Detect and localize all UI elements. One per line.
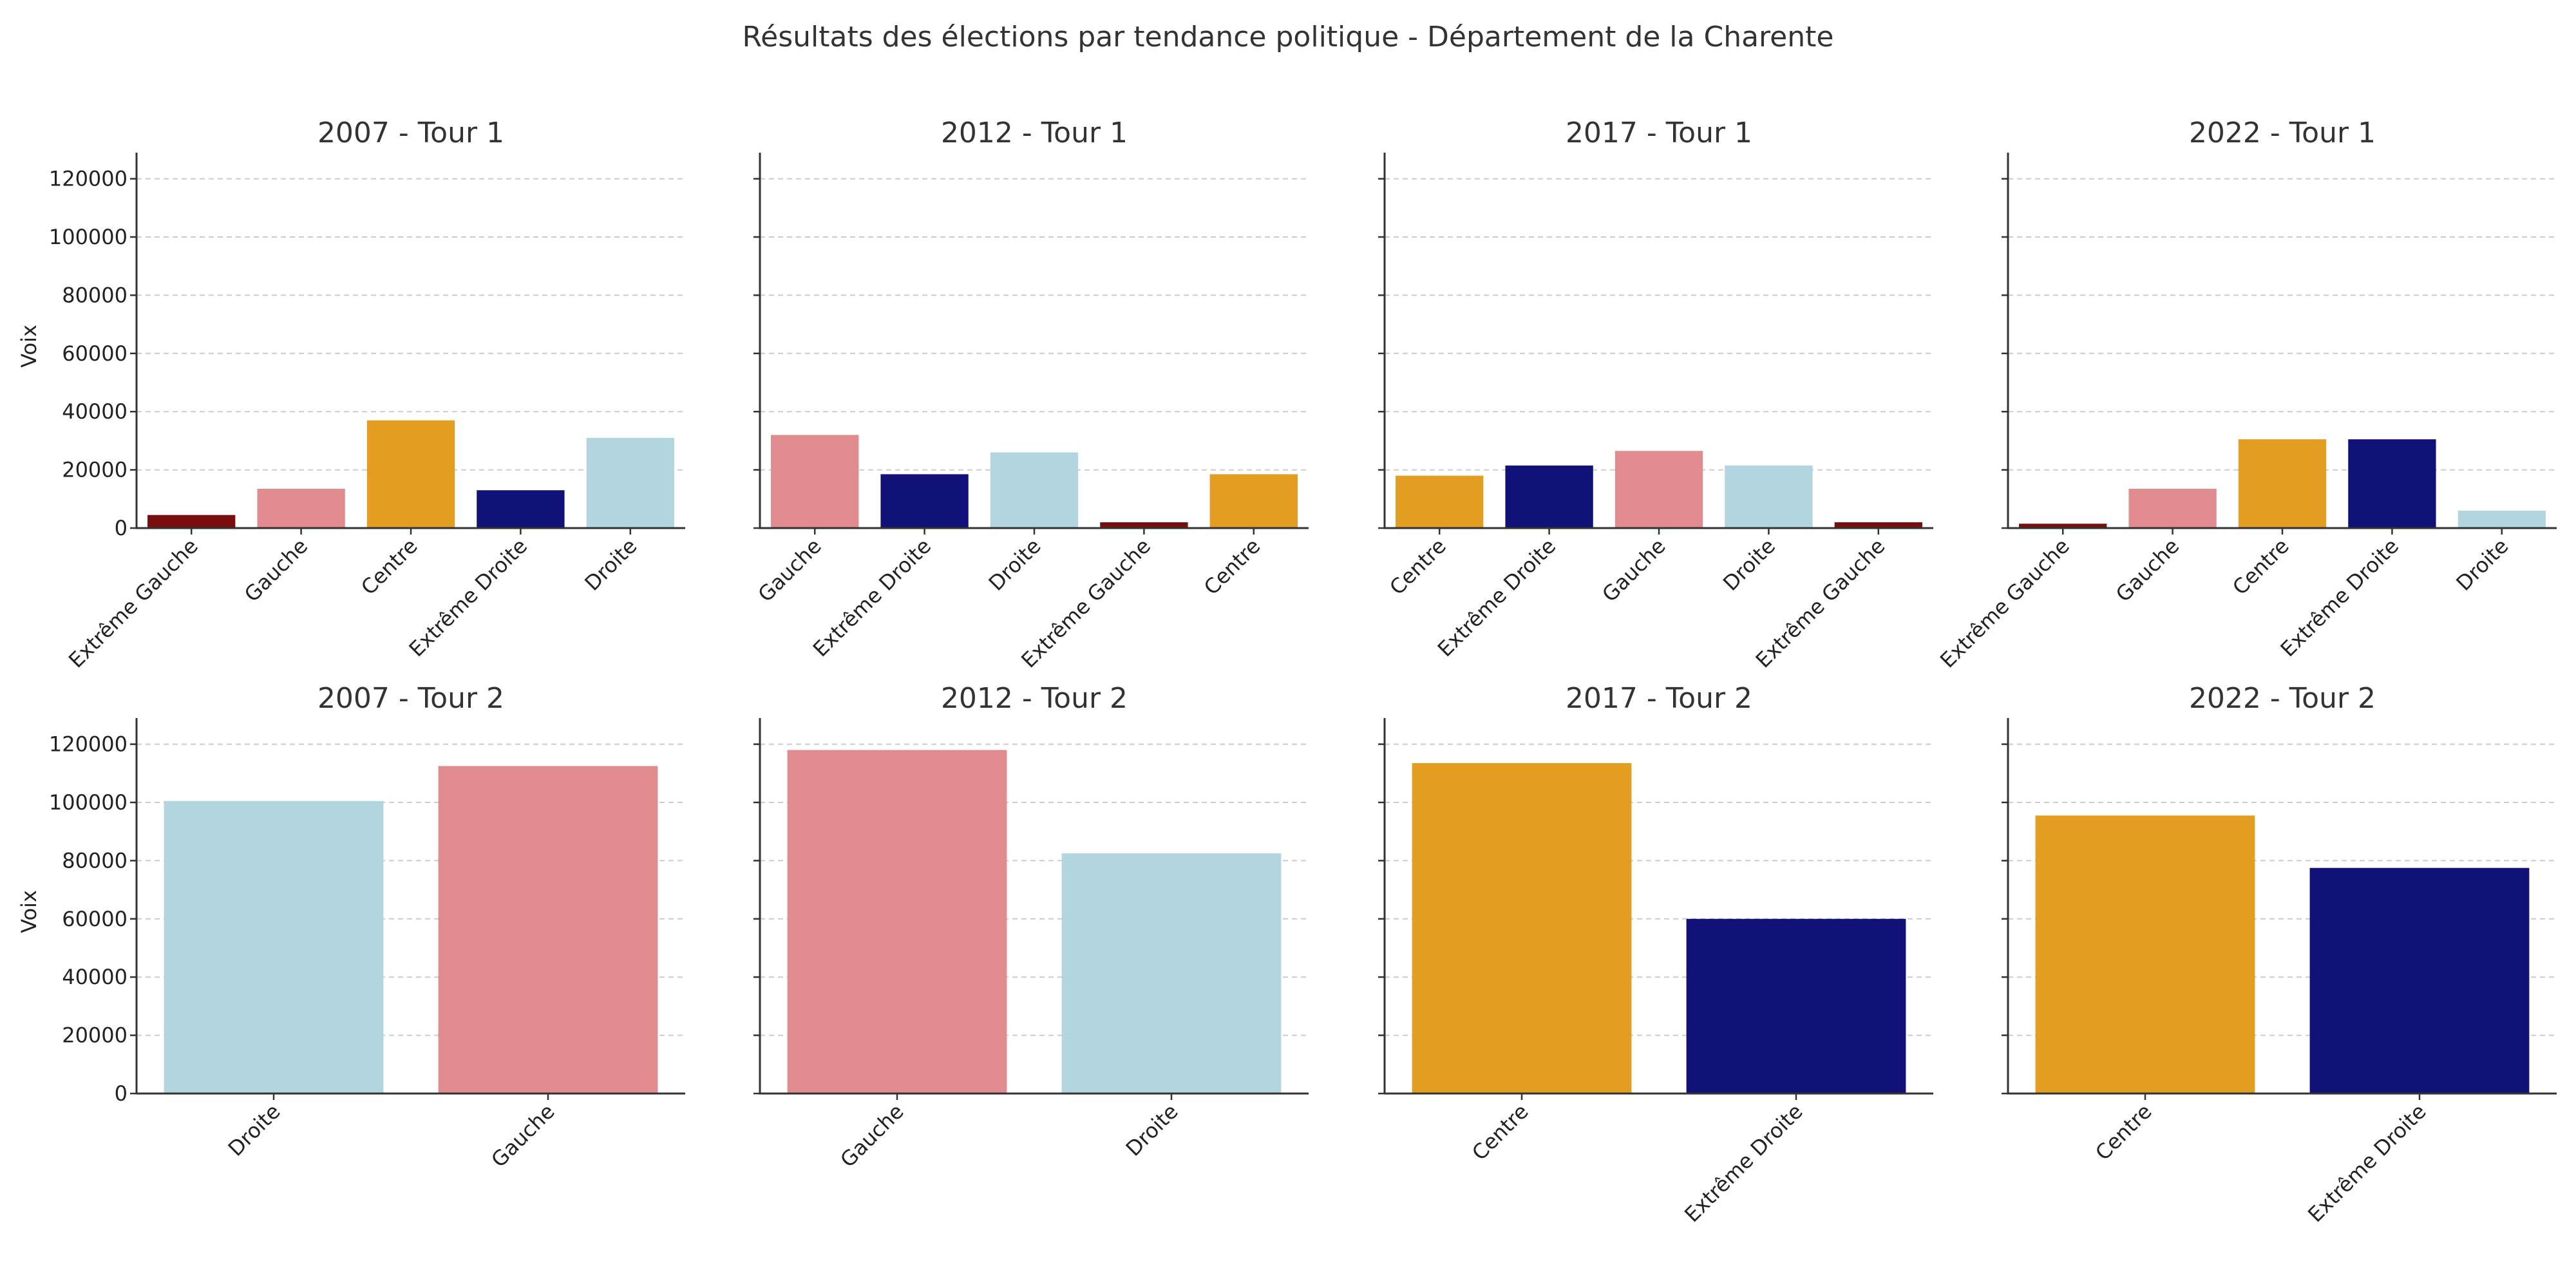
x-tick-label: Droite (223, 1099, 285, 1161)
bar-centre (2238, 439, 2327, 528)
subplot-grid: 0 20000 40000 60000 80000 100000 120000 Extrême… (17, 117, 2557, 1227)
bar-droite (1725, 465, 1813, 528)
x-tick-label: Droite (580, 534, 641, 596)
bar-extreme-droite (1686, 918, 1906, 1094)
x-tick-label: Extrême Droite (404, 534, 532, 661)
bar-gauche (1615, 451, 1703, 528)
bar-centre (366, 420, 455, 528)
bar-gauche (771, 435, 859, 528)
x-tick-label: Extrême Droite (1680, 1099, 1807, 1227)
bar-extreme-gauche (1100, 522, 1188, 528)
x-tick-label: Gauche (486, 1099, 559, 1172)
x-tick-label: Extrême Droite (1433, 534, 1560, 661)
y-axis-label: Voix (17, 890, 41, 933)
bar-extreme-droite (2309, 867, 2530, 1094)
y-tick-label: 0 (115, 516, 128, 540)
y-tick-label: 100000 (49, 790, 128, 815)
x-tick-label: Gauche (753, 534, 826, 607)
x-tick-label: Droite (2451, 534, 2513, 596)
x-tick-label: Extrême Gauche (64, 534, 203, 673)
subplot-title: 2017 - Tour 1 (1566, 117, 1752, 149)
x-tick-label: Gauche (240, 534, 312, 607)
subplot-title: 2012 - Tour 2 (941, 682, 1128, 715)
y-tick-label: 20000 (62, 1023, 128, 1048)
x-tick-label: Centre (2228, 534, 2294, 600)
subplot-2017-tour-2: Centre Extrême Droite 2017 - Tour 2 (1378, 682, 1933, 1227)
y-tick-label: 120000 (49, 167, 128, 191)
bar-extreme-droite (2348, 439, 2436, 528)
x-tick-label: Centre (2090, 1099, 2157, 1166)
y-axis-label: Voix (17, 325, 41, 368)
figure-title: Résultats des élections par tendance pol… (743, 21, 1834, 53)
x-tick-label: Centre (1385, 534, 1451, 600)
subplot-title: 2012 - Tour 1 (941, 117, 1128, 149)
bar-droite (586, 437, 674, 528)
bar-extreme-gauche (147, 515, 236, 528)
bar-extreme-gauche (1834, 522, 1922, 528)
subplot-title: 2017 - Tour 2 (1566, 682, 1752, 715)
y-tick-label: 60000 (62, 341, 128, 366)
y-tick-label: 100000 (49, 225, 128, 249)
x-tick-label: Centre (356, 534, 422, 600)
bar-gauche (787, 750, 1007, 1094)
y-tick-label: 0 (115, 1081, 128, 1106)
subplot-title: 2022 - Tour 1 (2189, 117, 2376, 149)
bar-extreme-droite (477, 490, 565, 528)
bar-droite (164, 800, 384, 1094)
subplot-2012-tour-2: Gauche Droite 2012 - Tour 2 (753, 682, 1309, 1172)
subplot-title: 2007 - Tour 1 (317, 117, 504, 149)
y-tick-label: 80000 (62, 283, 128, 307)
bar-droite (2458, 510, 2546, 528)
x-tick-label: Extrême Gauche (1935, 534, 2074, 673)
bar-gauche (2128, 488, 2217, 528)
bar-gauche (438, 766, 658, 1094)
bar-droite (990, 452, 1079, 528)
bar-extreme-droite (1505, 465, 1593, 528)
bar-extreme-gauche (2019, 524, 2107, 528)
x-tick-label: Extrême Droite (808, 534, 936, 661)
x-tick-label: Centre (1199, 534, 1265, 600)
bar-centre (1209, 474, 1298, 528)
y-tick-label: 60000 (62, 907, 128, 931)
x-tick-label: Droite (1718, 534, 1780, 596)
x-tick-label: Centre (1467, 1099, 1533, 1166)
subplot-title: 2022 - Tour 2 (2189, 682, 2376, 715)
subplot-2007-tour-2: 0 20000 40000 60000 80000 100000 120000 Droite G… (17, 682, 685, 1172)
y-tick-label: 120000 (49, 732, 128, 757)
subplot-2007-tour-1: 0 20000 40000 60000 80000 100000 120000 Extrême… (17, 117, 685, 673)
y-tick-label: 40000 (62, 399, 128, 424)
x-tick-label: Droite (984, 534, 1046, 596)
subplot-2022-tour-2: Centre Extrême Droite 2022 - Tour 2 (2002, 682, 2557, 1227)
x-tick-label: Gauche (2111, 534, 2184, 607)
y-tick-label: 80000 (62, 848, 128, 873)
x-tick-label: Extrême Droite (2276, 534, 2403, 661)
bar-gauche (257, 488, 345, 528)
bar-centre (2035, 815, 2255, 1094)
y-tick-label: 40000 (62, 965, 128, 989)
y-tick-label: 20000 (62, 458, 128, 482)
subplot-title: 2007 - Tour 2 (317, 682, 504, 715)
bar-droite (1061, 853, 1282, 1094)
bar-extreme-droite (880, 474, 969, 528)
bar-centre (1396, 475, 1484, 528)
bar-centre (1412, 762, 1632, 1094)
x-tick-label: Gauche (835, 1099, 908, 1172)
x-tick-label: Droite (1121, 1099, 1183, 1161)
x-tick-label: Extrême Droite (2303, 1099, 2430, 1227)
x-tick-label: Gauche (1597, 534, 1670, 607)
